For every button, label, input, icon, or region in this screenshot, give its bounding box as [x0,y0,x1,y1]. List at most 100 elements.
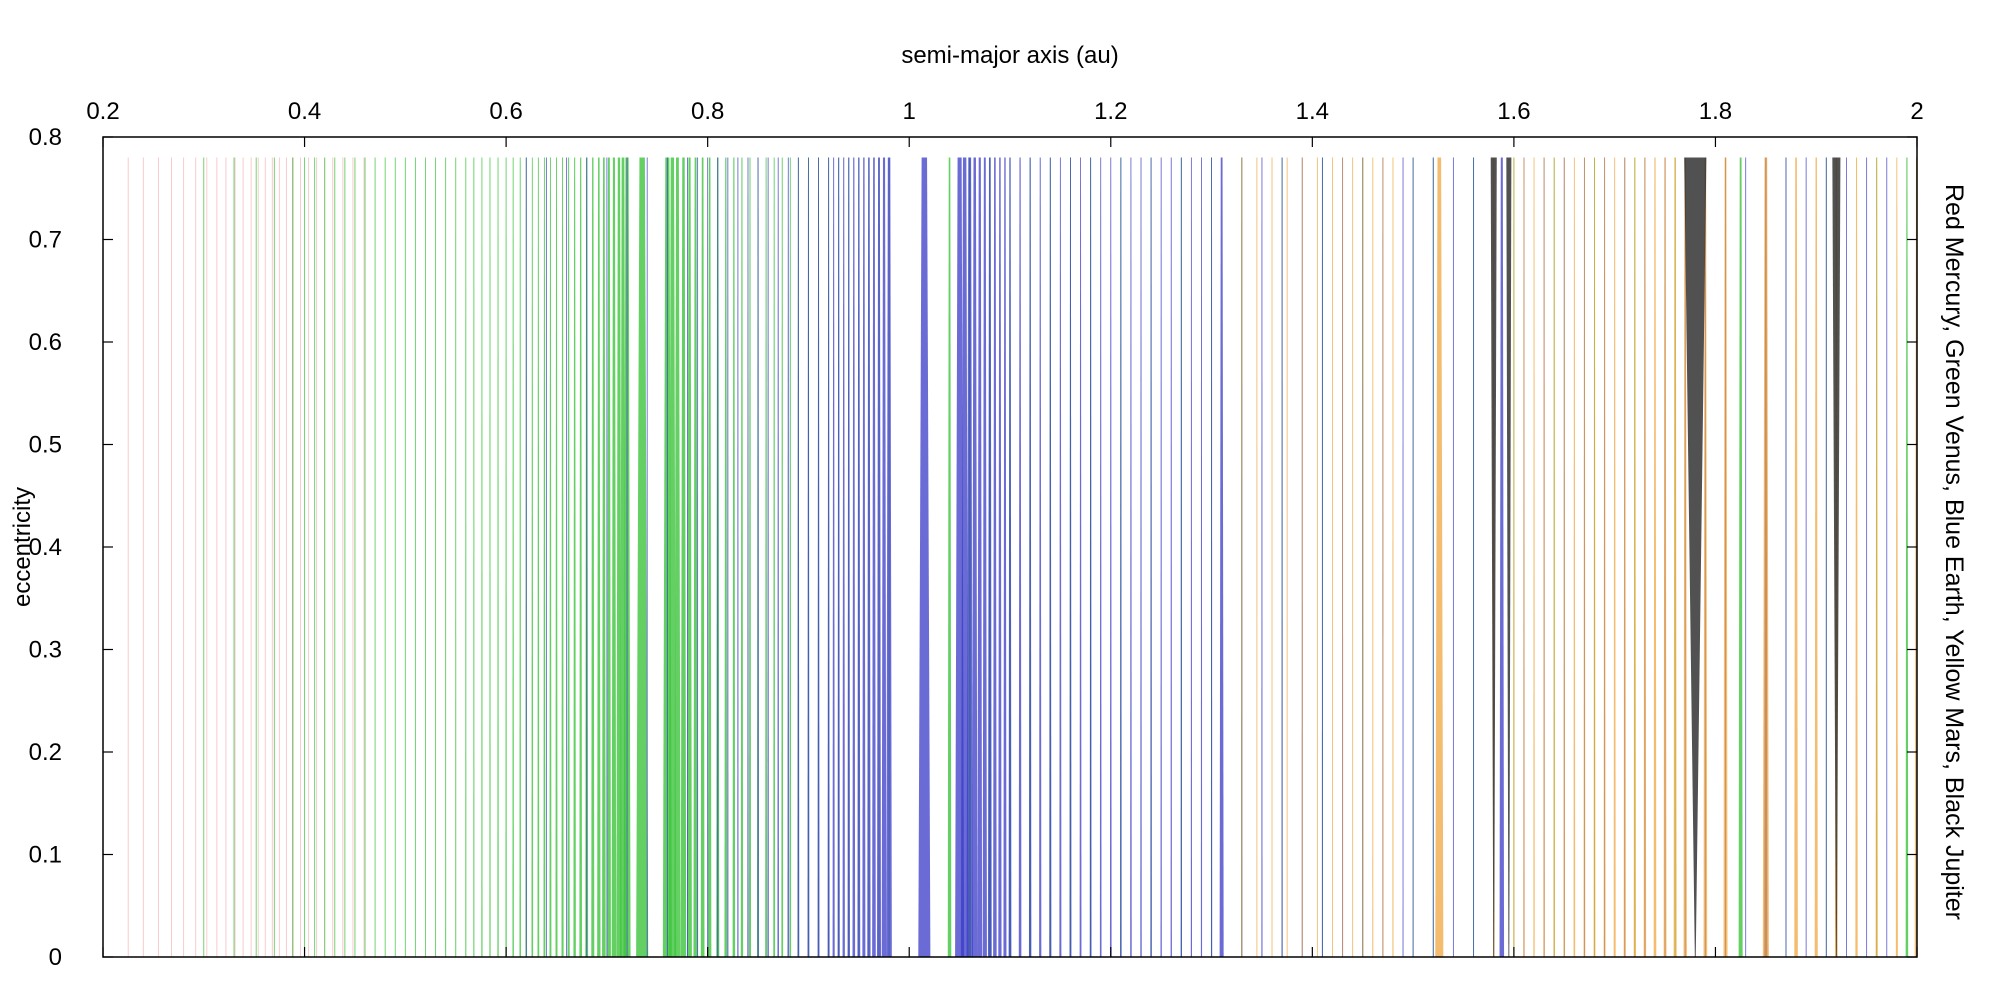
resonance-band-earth [1190,157,1193,957]
resonance-band-earth [1059,157,1062,957]
resonance-band-venus [324,157,326,957]
resonance-band-earth [1170,157,1172,957]
x-tick-label: 0.2 [86,98,119,125]
resonance-band-earth [545,157,547,957]
resonance-band-earth [1120,157,1122,957]
resonance-band-venus [404,157,406,957]
resonance-band-venus [465,157,467,957]
resonance-band-earth [727,157,729,957]
resonance-band-earth [757,157,759,957]
y-tick-label: 0.2 [29,739,62,766]
resonance-band-mars [1723,157,1728,957]
resonance-band-earth [787,157,790,957]
resonance-band-mars [1362,157,1364,957]
y-axis-label: eccentricity [9,487,36,607]
resonance-band-venus [519,157,521,957]
resonance-band-mercury [332,157,334,957]
resonance-band-earth [977,157,983,957]
resonance-band-earth [1150,157,1152,957]
resonance-band-mercury [242,157,244,957]
resonance-band-earth [626,157,628,957]
resonance-band-venus [680,157,687,957]
y-tick-label: 0.7 [29,227,62,254]
resonance-band-venus [724,157,728,957]
resonance-band-earth [1785,157,1787,957]
resonance-band-venus [414,157,416,957]
resonance-band-jupiter [1684,157,1707,957]
resonance-band-earth [1412,157,1414,957]
resonance-band-mercury [234,157,236,957]
y-tick-label: 0.1 [29,842,62,869]
resonance-band-venus [591,157,595,957]
resonance-band-earth [1210,157,1213,957]
resonance-band-jupiter [1506,157,1512,957]
resonance-band-earth [646,157,648,957]
resonance-band-mars [1286,157,1288,957]
series-earth [525,157,1888,957]
resonance-band-earth [1003,157,1007,957]
resonance-band-earth [1473,157,1475,957]
resonance-band-venus [531,157,534,957]
resonance-band-venus [394,157,396,957]
resonance-band-mercury [250,157,252,957]
resonance-band-venus [304,157,306,957]
resonance-band-venus [445,157,447,957]
resonance-band-earth [777,157,779,957]
resonance-band-mercury [225,157,227,957]
resonance-band-mars [1613,157,1616,957]
resonance-band-mars [1583,157,1586,957]
resonance-band-mars [1523,157,1525,957]
resonance-band-earth [918,157,931,957]
resonance-band-earth [1160,157,1162,957]
resonance-band-earth [982,157,987,957]
resonance-band-venus [334,157,336,957]
resonance-band-mars [1256,157,1258,957]
resonance-band-mercury [264,157,266,957]
resonance-band-mars [1241,157,1243,957]
resonance-band-earth [1866,157,1868,957]
resonance-band-mercury [308,157,310,957]
x-tick-label: 2 [1910,98,1923,125]
resonance-band-mars [1623,157,1626,957]
resonance-band-venus [374,157,376,957]
resonance-band-mars [1372,157,1374,957]
resonance-band-venus [512,157,514,957]
x-axis-label: semi-major axis (au) [901,42,1118,69]
resonance-band-earth [960,157,969,957]
resonance-band-mars [1513,157,1515,957]
resonance-band-venus [543,157,546,957]
resonance-band-venus [773,157,776,957]
resonance-band-earth [1049,157,1052,957]
resonance-band-earth [606,157,608,957]
resonance-band-venus [292,157,293,957]
resonance-band-venus [708,157,712,957]
resonance-band-mars [1271,157,1273,957]
resonance-band-mercury [352,157,354,957]
resonance-band-earth [1321,157,1323,957]
resonance-band-venus [567,157,570,957]
resonance-band-venus [364,157,366,957]
resonance-band-earth [827,157,830,957]
x-tick-label: 1.6 [1497,98,1530,125]
resonance-band-earth [1089,157,1092,957]
resonance-band-mercury [157,157,159,957]
resonance-band-earth [857,157,861,957]
y-tick-label: 0.3 [29,637,62,664]
x-tick-label: 0.8 [691,98,724,125]
resonance-band-venus [668,157,677,957]
resonance-band-earth [1109,157,1112,957]
resonance-band-earth [872,157,876,957]
resonance-band-mercury [285,157,287,957]
x-tick-label: 1.4 [1296,98,1329,125]
resonance-band-mars [1703,157,1708,957]
resonance-band-mars [1643,157,1647,957]
resonance-band-earth [586,157,588,957]
resonance-band-venus [505,157,507,957]
resonance-band-earth [993,157,997,957]
resonance-band-venus [549,157,552,957]
resonance-band-mars [1382,157,1384,957]
resonance-band-venus [435,157,437,957]
resonance-band-earth [972,157,978,957]
resonance-band-mercury [142,157,144,957]
resonance-band-earth [1028,157,1032,957]
